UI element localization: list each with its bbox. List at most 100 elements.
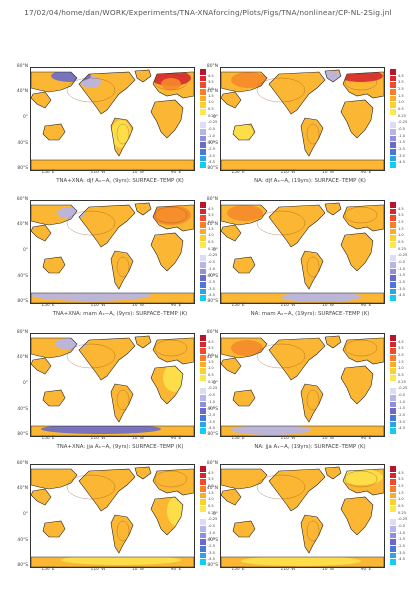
longitude-label: 110°W	[280, 567, 296, 572]
colorbar-swatch	[200, 155, 206, 163]
colorbar-swatch	[200, 288, 206, 296]
colorbar-tick-label: -0.25	[398, 386, 408, 391]
australia-coastline	[42, 520, 66, 538]
anomaly-patch	[45, 471, 77, 483]
colorbar-tick-label: 2.5	[398, 219, 404, 224]
latitude-label: 80°S	[207, 166, 218, 171]
longitude-label: 150°E	[231, 170, 245, 175]
colorbar-tick-label: 2.5	[208, 483, 214, 488]
colorbar-tick-label: -2.5	[398, 412, 406, 417]
land-anomaly-field	[31, 467, 194, 567]
colorbar	[200, 335, 206, 435]
india-seasia-coastline	[31, 91, 52, 109]
colorbar-swatch	[200, 75, 206, 83]
eurasia-coastline	[31, 468, 194, 496]
colorbar-tick-label: 0.25	[398, 246, 407, 251]
colorbar-swatch	[200, 69, 206, 76]
colorbar-swatch	[390, 69, 396, 76]
contour-line	[66, 474, 116, 500]
colorbar-swatch	[200, 215, 206, 222]
colorbar-swatch	[200, 381, 206, 389]
contour-line	[306, 123, 320, 145]
colorbar-swatch	[200, 485, 206, 493]
colorbar-tick-label: 1.0	[208, 366, 214, 371]
colorbar-tick-label: -0.5	[398, 259, 406, 264]
colorbar-tick-label: -4.5	[398, 293, 406, 298]
colorbar-tick-label: 3.5	[208, 477, 214, 482]
greenland-coastline	[134, 69, 152, 83]
colorbar-tick-label: 1.5	[398, 359, 404, 364]
latitude-label: 0°	[213, 512, 218, 517]
greenland-coastline	[134, 202, 152, 216]
colorbar-swatch	[200, 128, 206, 136]
map-frame	[220, 333, 385, 437]
colorbar-swatch	[390, 162, 396, 169]
colorbar-swatch	[200, 499, 206, 506]
anomaly-patch	[321, 71, 341, 81]
longitude-label: 90°E	[170, 567, 182, 572]
latitude-label: 40°S	[17, 407, 28, 412]
colorbar-swatch	[390, 128, 396, 136]
latitude-label: 40°S	[207, 538, 218, 543]
latitude-label: 40°N	[206, 355, 218, 360]
colorbar-swatch	[200, 241, 206, 249]
panel-caption: NA: mam Aₓ−A꜀ (19yrs): SURFACE₋TEMP (K)	[250, 311, 370, 317]
colorbar-swatch	[390, 221, 396, 229]
colorbar-tick-label: 4.5	[208, 206, 214, 211]
colorbar-swatch	[200, 525, 206, 533]
map-panel: 80°N 40°N 0° 40°S 80°S 150°E 110°W 10°W 90°E 4.5 3…	[17, 461, 220, 596]
latitude-label: 40°N	[16, 222, 28, 227]
anomaly-patch	[357, 495, 381, 527]
colorbar-swatch	[390, 539, 396, 546]
contour-line	[66, 343, 116, 369]
panel-caption: TNA+XNA: jja Aₓ−A꜀ (9yrs): SURFACE₋TEMP …	[56, 444, 184, 450]
colorbar-swatch	[200, 519, 206, 526]
south-america-coastline	[300, 383, 324, 423]
anomaly-patch	[233, 521, 253, 537]
australia-coastline	[42, 389, 66, 407]
colorbar-swatch	[200, 235, 206, 242]
contour-line	[154, 339, 188, 357]
greenland-coastline	[324, 335, 342, 349]
greenland-coastline	[324, 202, 342, 216]
colorbar-swatch	[200, 275, 206, 282]
north-america-coastline	[78, 337, 136, 381]
contour-line	[256, 343, 306, 369]
eurasia-coastline	[221, 468, 384, 496]
colorbar-tick-label: 0.5	[398, 106, 404, 111]
contour-line	[154, 470, 188, 488]
anomaly-patch	[241, 556, 361, 566]
colorbar-tick-label: 0.5	[398, 239, 404, 244]
colorbar	[200, 202, 206, 302]
colorbar-swatch	[200, 108, 206, 116]
australia-coastline	[232, 123, 256, 141]
colorbar-tick-label: -1.5	[398, 537, 406, 542]
anomaly-patch	[231, 340, 263, 356]
colorbar-tick-label: -1.5	[398, 406, 406, 411]
longitude-label: 10°W	[131, 170, 145, 175]
colorbar-tick-label: 3.5	[398, 80, 404, 85]
world-map	[221, 466, 384, 567]
colorbar-tick-label: 3.5	[398, 477, 404, 482]
world-map	[31, 466, 194, 567]
colorbar-swatch	[200, 268, 206, 276]
colorbar-tick-label: 1.5	[208, 490, 214, 495]
latitude-label: 80°N	[206, 64, 218, 69]
antarctica-coastline	[31, 292, 194, 303]
eurasia-coastline	[31, 337, 194, 365]
colorbar-swatch	[200, 122, 206, 129]
colorbar-swatch	[200, 95, 206, 103]
longitude-label: 110°W	[280, 170, 296, 175]
colorbar-swatch	[390, 532, 396, 540]
latitude-label: 40°N	[206, 89, 218, 94]
india-seasia-coastline	[31, 488, 52, 506]
colorbar-tick-label: 4.5	[398, 206, 404, 211]
colorbar-swatch	[200, 552, 206, 560]
colorbar-swatch	[200, 414, 206, 422]
colorbar-tick-label: -1.0	[398, 530, 406, 535]
colorbar-swatch	[390, 341, 396, 349]
colorbar-swatch	[200, 82, 206, 89]
colorbar-tick-label: -3.5	[398, 419, 406, 424]
latitude-label: 80°S	[207, 563, 218, 568]
